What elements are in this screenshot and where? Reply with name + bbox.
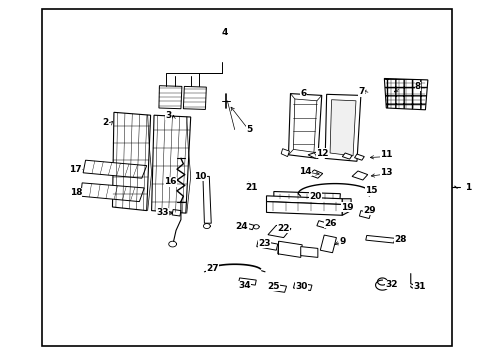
Text: 31: 31 (412, 282, 425, 291)
Text: 24: 24 (235, 222, 248, 231)
Text: 8: 8 (414, 82, 420, 91)
Polygon shape (159, 86, 182, 109)
Polygon shape (354, 154, 364, 160)
Polygon shape (293, 283, 311, 291)
Polygon shape (359, 211, 370, 219)
Text: 15: 15 (365, 186, 377, 195)
Text: 10: 10 (194, 172, 206, 181)
Polygon shape (365, 235, 394, 243)
Text: 18: 18 (69, 188, 82, 197)
Polygon shape (300, 247, 317, 257)
Text: 21: 21 (245, 183, 258, 192)
Polygon shape (266, 196, 342, 204)
Text: 3: 3 (165, 111, 171, 120)
Polygon shape (316, 221, 327, 228)
Text: 34: 34 (238, 281, 250, 290)
Polygon shape (112, 112, 150, 211)
Text: 12: 12 (316, 149, 328, 158)
Polygon shape (277, 241, 302, 257)
Polygon shape (293, 99, 316, 152)
Text: 4: 4 (221, 28, 228, 37)
Polygon shape (256, 240, 277, 250)
Polygon shape (288, 94, 321, 158)
Text: 23: 23 (257, 239, 270, 248)
Polygon shape (307, 170, 322, 178)
Text: 14: 14 (299, 166, 311, 176)
Polygon shape (238, 278, 256, 285)
Text: 19: 19 (340, 202, 353, 212)
Polygon shape (83, 160, 146, 178)
Text: 26: 26 (323, 219, 336, 228)
Polygon shape (183, 86, 206, 109)
Text: 11: 11 (379, 150, 392, 159)
Polygon shape (329, 100, 355, 156)
Polygon shape (244, 223, 254, 230)
Polygon shape (267, 225, 290, 238)
Text: 28: 28 (394, 235, 407, 244)
Text: 33: 33 (156, 208, 169, 217)
Text: 32: 32 (384, 280, 397, 289)
Text: 1: 1 (465, 183, 470, 192)
Polygon shape (266, 202, 342, 215)
Text: 22: 22 (277, 224, 289, 233)
Polygon shape (307, 152, 320, 158)
Text: 25: 25 (267, 282, 280, 291)
Text: 17: 17 (69, 165, 82, 174)
Text: 20: 20 (308, 192, 321, 201)
Text: 27: 27 (206, 264, 219, 273)
Polygon shape (342, 199, 350, 215)
Text: 9: 9 (338, 237, 345, 246)
Bar (41, 9, 451, 346)
Polygon shape (342, 153, 351, 159)
Polygon shape (281, 149, 289, 157)
Polygon shape (325, 94, 360, 161)
Text: 2: 2 (102, 118, 108, 127)
Polygon shape (273, 192, 340, 201)
Text: 7: 7 (358, 87, 365, 96)
Text: 6: 6 (300, 89, 305, 98)
Text: 30: 30 (295, 282, 307, 291)
Text: 5: 5 (246, 125, 252, 134)
Text: 13: 13 (379, 168, 392, 177)
Polygon shape (246, 182, 254, 187)
Polygon shape (81, 183, 144, 202)
Text: 16: 16 (163, 177, 176, 186)
Text: 29: 29 (362, 206, 375, 215)
Polygon shape (351, 171, 367, 180)
Polygon shape (384, 78, 427, 110)
Polygon shape (151, 115, 190, 213)
Polygon shape (320, 235, 336, 253)
Polygon shape (172, 210, 181, 216)
Polygon shape (267, 284, 286, 292)
